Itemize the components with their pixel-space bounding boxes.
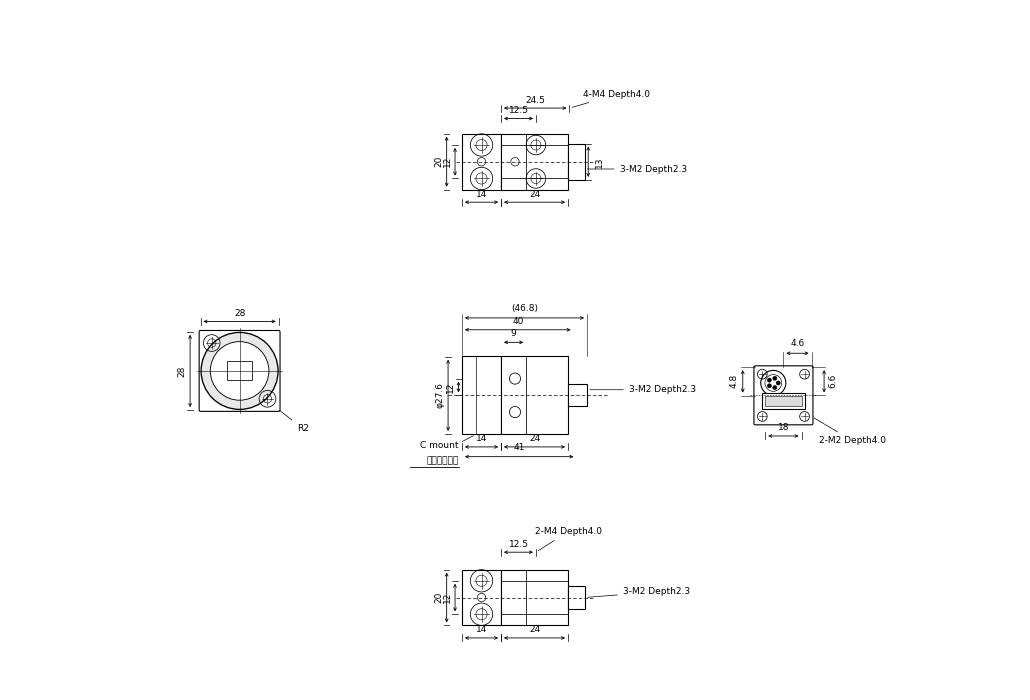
Text: 2-M2 Depth4.0: 2-M2 Depth4.0 (814, 418, 886, 445)
Text: 3-M2 Depth2.3: 3-M2 Depth2.3 (590, 385, 696, 394)
Bar (462, 134, 501, 190)
Circle shape (210, 342, 269, 400)
Text: 12.5: 12.5 (509, 540, 528, 549)
Text: 12: 12 (443, 156, 451, 167)
Text: 4-M4 Depth4.0: 4-M4 Depth4.0 (572, 90, 650, 107)
Text: 9: 9 (511, 329, 516, 338)
Text: 14: 14 (476, 435, 487, 443)
Bar (228, 361, 252, 380)
Text: 3-M2 Depth2.3: 3-M2 Depth2.3 (587, 587, 690, 597)
Text: 24: 24 (528, 626, 540, 634)
Bar (462, 356, 501, 435)
Circle shape (767, 378, 771, 382)
Bar (765, 396, 801, 406)
Circle shape (776, 381, 781, 385)
Circle shape (772, 386, 777, 390)
Text: 6.6: 6.6 (828, 374, 837, 388)
Text: 12: 12 (446, 382, 455, 393)
Text: 4.8: 4.8 (729, 374, 739, 388)
Text: 12.5: 12.5 (509, 106, 528, 115)
Circle shape (772, 376, 777, 380)
Text: 2-M4 Depth4.0: 2-M4 Depth4.0 (535, 527, 602, 551)
Text: 14: 14 (476, 190, 487, 199)
Text: 24: 24 (528, 435, 540, 443)
Bar (462, 570, 501, 625)
Text: φ27.6: φ27.6 (436, 382, 445, 408)
Text: 14: 14 (476, 626, 487, 634)
Text: 28: 28 (234, 309, 245, 318)
FancyBboxPatch shape (199, 330, 280, 412)
Text: 24: 24 (528, 190, 540, 199)
Text: C mount: C mount (420, 441, 458, 450)
Text: 4.6: 4.6 (790, 340, 804, 349)
Text: 対面同一形状: 対面同一形状 (426, 456, 458, 466)
Bar (762, 393, 804, 409)
Text: 18: 18 (778, 424, 789, 433)
Text: 20: 20 (435, 592, 443, 603)
Text: 40: 40 (512, 316, 523, 326)
Bar (501, 570, 568, 625)
Text: 13: 13 (595, 156, 605, 167)
Bar (501, 356, 568, 435)
Text: 41: 41 (514, 444, 525, 452)
FancyBboxPatch shape (754, 366, 813, 425)
Bar (568, 384, 587, 407)
Text: 12: 12 (443, 592, 451, 603)
Text: R2: R2 (279, 410, 309, 433)
Circle shape (201, 332, 278, 410)
Text: 24.5: 24.5 (525, 96, 545, 104)
Text: 3-M2 Depth2.3: 3-M2 Depth2.3 (587, 164, 687, 174)
Bar (501, 134, 568, 190)
Circle shape (767, 384, 771, 388)
Text: (46.8): (46.8) (511, 304, 538, 313)
Bar (568, 144, 585, 180)
Text: 20: 20 (435, 156, 443, 167)
Bar (568, 587, 585, 609)
Text: 28: 28 (177, 365, 186, 377)
